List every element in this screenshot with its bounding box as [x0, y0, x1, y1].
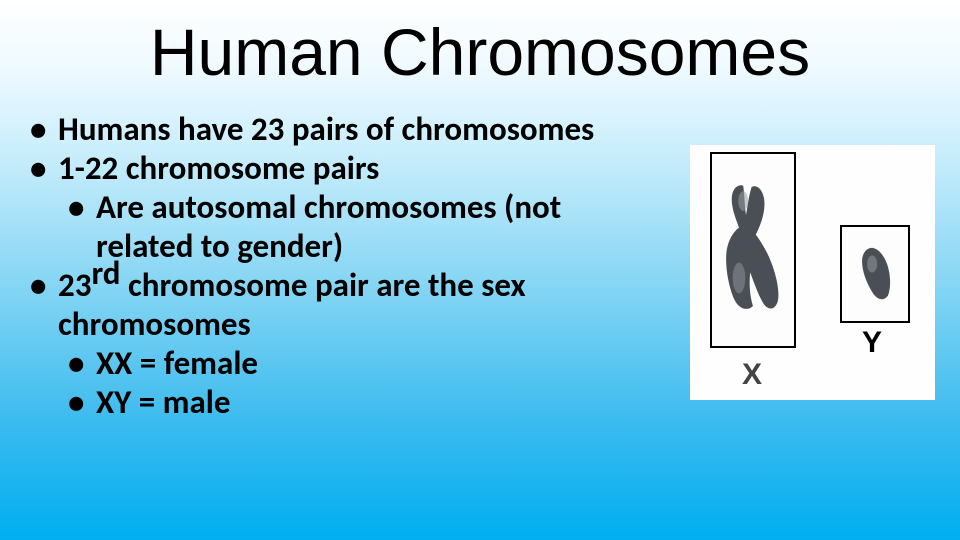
bullet-text: XY = male [96, 382, 231, 422]
sub-bullet-list: XX = female XY = male [58, 344, 660, 422]
x-chromosome-icon [718, 162, 788, 338]
bullet-text-pre: 23 [58, 265, 91, 305]
bullet-content: Humans have 23 pairs of chromosomes 1-22… [20, 110, 660, 422]
bullet-text-post: chromosome pair are the sex chromosomes [58, 265, 526, 344]
bullet-text: Are autosomal chromosomes (not related t… [96, 187, 561, 266]
bullet-text: Humans have 23 pairs of chromosomes [58, 109, 594, 149]
sub-bullet-item: Are autosomal chromosomes (not related t… [58, 188, 660, 266]
sub-bullet-list: Are autosomal chromosomes (not related t… [58, 188, 660, 266]
bullet-text: 1-22 chromosome pairs [58, 148, 379, 188]
slide-title: Human Chromosomes [0, 0, 960, 90]
sub-bullet-item: XY = male [58, 383, 660, 422]
bullet-text: XX = female [96, 343, 258, 383]
y-label: Y [862, 326, 882, 360]
y-chromosome-icon [852, 238, 898, 310]
x-chromosome-box [710, 152, 796, 348]
bullet-item-1: Humans have 23 pairs of chromosomes [20, 110, 660, 149]
x-label: X [742, 358, 762, 392]
bullet-item-2: 1-22 chromosome pairs Are autosomal chro… [20, 149, 660, 266]
chromosome-figure: X Y [690, 145, 935, 400]
bullet-list: Humans have 23 pairs of chromosomes 1-22… [20, 110, 660, 422]
y-chromosome-box [840, 225, 910, 323]
sub-bullet-item: XX = female [58, 344, 660, 383]
superscript: rd [91, 253, 120, 293]
bullet-item-3: 23rd chromosome pair are the sex chromos… [20, 266, 660, 422]
